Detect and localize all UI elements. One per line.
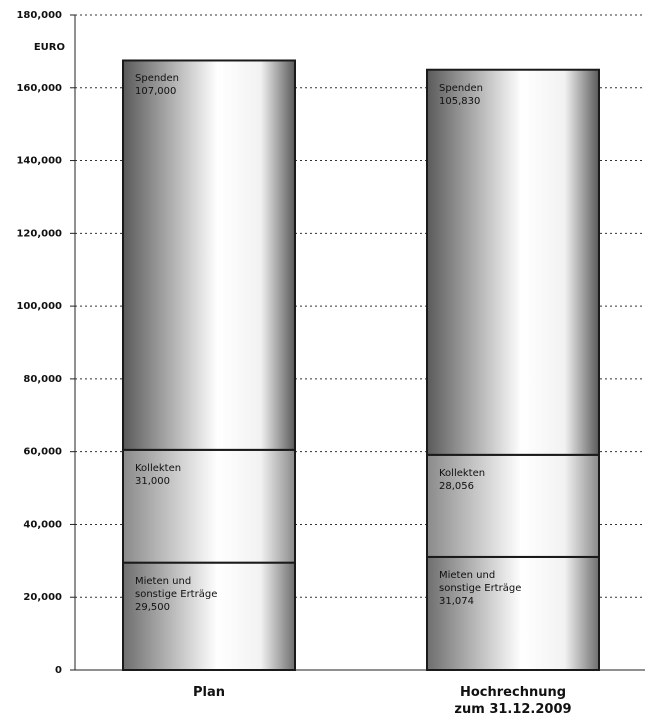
series-name: Spenden bbox=[135, 73, 180, 85]
value-label: 28,056 bbox=[439, 480, 474, 492]
value-label: 29,500 bbox=[135, 601, 170, 613]
series-name: Kollekten bbox=[439, 467, 486, 479]
segment-label: Spenden 105,830 bbox=[439, 82, 483, 108]
value-label: 31,000 bbox=[135, 475, 170, 487]
bar-segment bbox=[122, 59, 296, 451]
y-tick-label: 40,000 bbox=[23, 519, 62, 530]
series-name: Mieten und sonstige Erträge bbox=[439, 569, 522, 594]
y-axis-label: EURO bbox=[34, 42, 65, 53]
y-tick-label: 120,000 bbox=[16, 228, 62, 239]
segment-label: Mieten und sonstige Erträge 31,074 bbox=[439, 569, 521, 608]
y-tick-label: 20,000 bbox=[23, 592, 62, 603]
segment-label: Mieten und sonstige Erträge 29,500 bbox=[135, 575, 217, 614]
y-tick-label: 180,000 bbox=[16, 10, 62, 21]
series-name: Spenden bbox=[439, 82, 484, 94]
y-tick-label: 100,000 bbox=[16, 301, 62, 312]
series-name: Kollekten bbox=[135, 462, 182, 474]
x-tick-label: Plan bbox=[192, 685, 225, 700]
y-tick-label: 160,000 bbox=[16, 83, 62, 94]
bar-segment bbox=[122, 561, 296, 671]
y-tick-label: 140,000 bbox=[16, 156, 62, 167]
value-label: 107,000 bbox=[135, 86, 177, 98]
series-name: Mieten und sonstige Erträge bbox=[135, 575, 218, 600]
y-tick-label: 60,000 bbox=[23, 447, 62, 458]
segment-label: Kollekten 28,056 bbox=[439, 467, 485, 493]
x-tick-label: Hochrechnung zum 31.12.2009 bbox=[454, 685, 572, 717]
value-label: 105,830 bbox=[439, 95, 481, 107]
y-tick-label: 0 bbox=[55, 665, 62, 676]
bar-segment bbox=[122, 448, 296, 564]
y-tick-label: 80,000 bbox=[23, 374, 62, 385]
segment-label: Spenden 107,000 bbox=[135, 72, 179, 98]
bar-segment bbox=[426, 68, 600, 456]
segment-label: Kollekten 31,000 bbox=[135, 462, 181, 488]
value-label: 31,074 bbox=[439, 595, 474, 607]
